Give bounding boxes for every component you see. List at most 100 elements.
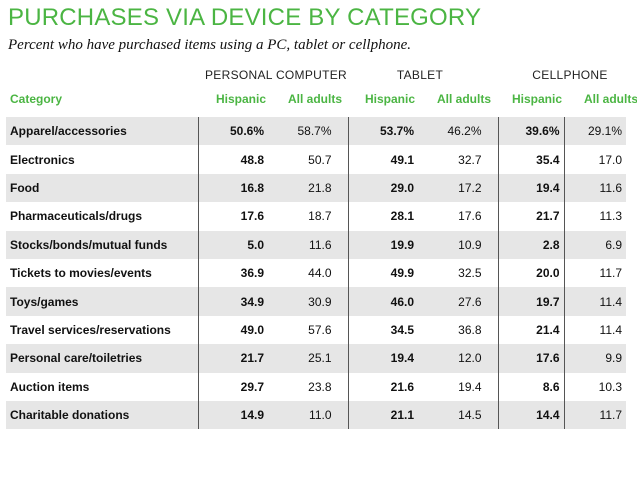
cell-hispanic-cell: 35.4 xyxy=(497,145,564,174)
data-table: Apparel/accessories 50.6% 58.7% 53.7% 46.2% 3… xyxy=(6,117,626,430)
group-header-cellphone: CELLPHONE xyxy=(532,68,608,82)
chart-subtitle: Percent who have purchased items using a… xyxy=(8,37,411,53)
tablet-all-adults-cell: 19.4 xyxy=(458,379,482,394)
pc-all-adults-cell: 50.7 xyxy=(308,152,332,167)
pc-hispanic-cell: 5.0 xyxy=(197,230,268,259)
table-row: Apparel/accessories 50.6% 58.7% 53.7% 46.2% 3… xyxy=(6,117,626,146)
column-header-tablet-hispanic: Hispanic xyxy=(365,92,416,106)
pc-all-adults-cell: 44.0 xyxy=(308,266,332,281)
pc-hispanic-cell: 34.9 xyxy=(197,287,268,316)
tablet-all-adults-cell: 12.0 xyxy=(418,344,498,373)
table-row: Stocks/bonds/mutual funds 5.0 11.6 19.9 10.9… xyxy=(6,230,626,259)
pc-hispanic-cell: 21.7 xyxy=(197,344,268,373)
cell-all-adults-cell: 6.9 xyxy=(563,230,626,259)
pc-all-adults-cell: 11.0 xyxy=(268,400,348,430)
tablet-all-adults-cell: 17.6 xyxy=(458,209,482,224)
table-row: Personal care/toiletries 21.7 25.1 19.4 12.0… xyxy=(6,344,626,373)
cell-all-adults-cell: 9.9 xyxy=(563,344,626,373)
pc-all-adults-cell: 21.8 xyxy=(268,173,348,203)
category-cell: Electronics xyxy=(10,152,75,167)
category-cell: Stocks/bonds/mutual funds xyxy=(6,230,198,259)
tablet-hispanic-cell: 46.0 xyxy=(347,287,418,316)
cell-hispanic-cell: 39.6% xyxy=(497,117,564,146)
tablet-all-adults-cell: 14.5 xyxy=(418,400,498,430)
cell-hispanic-cell: 14.4 xyxy=(497,400,564,430)
column-header-category: Category xyxy=(10,92,63,106)
category-cell: Travel services/reservations xyxy=(10,322,171,337)
cell-hispanic-cell: 21.7 xyxy=(497,202,564,231)
cell-all-adults-cell: 17.0 xyxy=(563,145,626,174)
column-group-headers: PERSONAL COMPUTER TABLET CELLPHONE xyxy=(0,68,637,86)
pc-hispanic-cell: 29.7 xyxy=(197,372,268,401)
cell-hispanic-cell: 20.0 xyxy=(497,258,564,288)
table-row: Electronics 48.8 50.7 49.1 32.7 35.4 17.0 xyxy=(6,145,626,174)
tablet-all-adults-cell: 46.2% xyxy=(418,117,498,146)
column-header-cell-all-adults: All adults xyxy=(584,92,637,106)
table-row: Travel services/reservations 49.0 57.6 34.5… xyxy=(6,315,626,345)
pc-all-adults-cell: 18.7 xyxy=(308,209,332,224)
category-cell: Toys/games xyxy=(6,287,198,316)
cell-hispanic-cell: 19.4 xyxy=(497,173,564,203)
tablet-hispanic-cell: 19.9 xyxy=(347,230,418,259)
cell-all-adults-cell: 11.7 xyxy=(563,400,626,430)
tablet-hispanic-cell: 34.5 xyxy=(347,315,418,345)
group-header-tablet: TABLET xyxy=(396,68,444,82)
pc-hispanic-cell: 17.6 xyxy=(197,202,268,231)
pc-hispanic-cell: 36.9 xyxy=(197,258,268,288)
cell-hispanic-cell: 21.4 xyxy=(497,315,564,345)
pc-all-adults-cell: 25.1 xyxy=(268,344,348,373)
category-cell: Food xyxy=(6,173,198,203)
column-header-pc-hispanic: Hispanic xyxy=(216,92,267,106)
pc-hispanic-cell: 49.0 xyxy=(197,315,268,345)
tablet-all-adults-cell: 32.7 xyxy=(458,152,482,167)
category-cell: Personal care/toiletries xyxy=(6,344,198,373)
table-row: Pharmaceuticals/drugs 17.6 18.7 28.1 17.6 21.… xyxy=(6,202,626,231)
category-cell: Tickets to movies/events xyxy=(10,266,152,281)
group-header-personal-computer: PERSONAL COMPUTER xyxy=(205,68,348,82)
pc-all-adults-cell: 58.7% xyxy=(268,117,348,146)
pc-hispanic-cell: 50.6% xyxy=(197,117,268,146)
tablet-hispanic-cell: 29.0 xyxy=(347,173,418,203)
cell-hispanic-cell: 17.6 xyxy=(497,344,564,373)
cell-all-adults-cell: 10.3 xyxy=(563,372,626,401)
tablet-hispanic-cell: 21.6 xyxy=(347,372,418,401)
tablet-all-adults-cell: 10.9 xyxy=(418,230,498,259)
cell-hispanic-cell: 19.7 xyxy=(497,287,564,316)
column-header-pc-all-adults: All adults xyxy=(288,92,343,106)
pc-hispanic-cell: 14.9 xyxy=(197,400,268,430)
pc-all-adults-cell: 30.9 xyxy=(268,287,348,316)
tablet-all-adults-cell: 32.5 xyxy=(458,266,482,281)
tablet-hispanic-cell: 53.7% xyxy=(347,117,418,146)
tablet-all-adults-cell: 36.8 xyxy=(458,322,482,337)
category-cell: Pharmaceuticals/drugs xyxy=(10,209,143,224)
table-row: Food 16.8 21.8 29.0 17.2 19.4 11.6 xyxy=(6,173,626,203)
cell-all-adults-cell: 11.7 xyxy=(563,258,626,288)
tablet-all-adults-cell: 27.6 xyxy=(418,287,498,316)
tablet-hispanic-cell: 28.1 xyxy=(347,202,418,231)
chart-title: PURCHASES VIA DEVICE BY CATEGORY xyxy=(8,4,482,31)
cell-all-adults-cell: 11.6 xyxy=(563,173,626,203)
cell-all-adults-cell: 11.4 xyxy=(563,287,626,316)
column-header-cell-hispanic: Hispanic xyxy=(512,92,563,106)
cell-hispanic-cell: 2.8 xyxy=(497,230,564,259)
cell-all-adults-cell: 29.1% xyxy=(563,117,626,146)
pc-hispanic-cell: 48.8 xyxy=(197,145,268,174)
tablet-hispanic-cell: 49.1 xyxy=(347,145,418,174)
table-row: Tickets to movies/events 36.9 44.0 49.9 32.5… xyxy=(6,258,626,288)
pc-all-adults-cell: 57.6 xyxy=(308,322,332,337)
column-header-tablet-all-adults: All adults xyxy=(437,92,492,106)
pc-all-adults-cell: 11.6 xyxy=(268,230,348,259)
table-row: Charitable donations 14.9 11.0 21.1 14.5 14.4… xyxy=(6,400,626,430)
table-row: Auction items 29.7 23.8 21.6 19.4 8.6 10.3 xyxy=(6,372,626,401)
column-headers: Category Hispanic All adults Hispanic Al… xyxy=(0,92,637,112)
pc-all-adults-cell: 23.8 xyxy=(308,379,332,394)
tablet-hispanic-cell: 21.1 xyxy=(347,400,418,430)
category-cell: Apparel/accessories xyxy=(6,117,198,146)
category-cell: Charitable donations xyxy=(6,400,198,430)
tablet-hispanic-cell: 19.4 xyxy=(347,344,418,373)
cell-all-adults-cell: 11.4 xyxy=(563,315,626,345)
cell-hispanic-cell: 8.6 xyxy=(497,372,564,401)
pc-hispanic-cell: 16.8 xyxy=(197,173,268,203)
table-row: Toys/games 34.9 30.9 46.0 27.6 19.7 11.4 xyxy=(6,287,626,316)
cell-all-adults-cell: 11.3 xyxy=(563,202,626,231)
